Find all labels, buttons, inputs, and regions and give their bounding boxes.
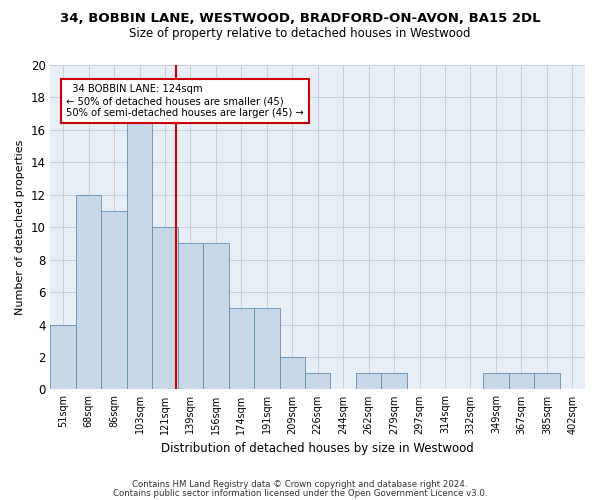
Bar (382, 373, 407, 390)
Bar (50, 324, 76, 390)
Bar (280, 357, 305, 390)
Bar (229, 308, 254, 390)
Text: 34, BOBBIN LANE, WESTWOOD, BRADFORD-ON-AVON, BA15 2DL: 34, BOBBIN LANE, WESTWOOD, BRADFORD-ON-A… (59, 12, 541, 26)
Bar (152, 227, 178, 390)
Text: Contains HM Land Registry data © Crown copyright and database right 2024.: Contains HM Land Registry data © Crown c… (132, 480, 468, 489)
Bar (356, 373, 382, 390)
Y-axis label: Number of detached properties: Number of detached properties (15, 140, 25, 315)
X-axis label: Distribution of detached houses by size in Westwood: Distribution of detached houses by size … (161, 442, 474, 455)
Bar (305, 373, 331, 390)
Bar (76, 195, 101, 390)
Bar (483, 373, 509, 390)
Bar (534, 373, 560, 390)
Bar (101, 211, 127, 390)
Bar (254, 308, 280, 390)
Bar (509, 373, 534, 390)
Bar (203, 244, 229, 390)
Text: 34 BOBBIN LANE: 124sqm
← 50% of detached houses are smaller (45)
50% of semi-det: 34 BOBBIN LANE: 124sqm ← 50% of detached… (67, 84, 304, 117)
Bar (178, 244, 203, 390)
Bar (127, 98, 152, 390)
Text: Contains public sector information licensed under the Open Government Licence v3: Contains public sector information licen… (113, 489, 487, 498)
Text: Size of property relative to detached houses in Westwood: Size of property relative to detached ho… (129, 28, 471, 40)
